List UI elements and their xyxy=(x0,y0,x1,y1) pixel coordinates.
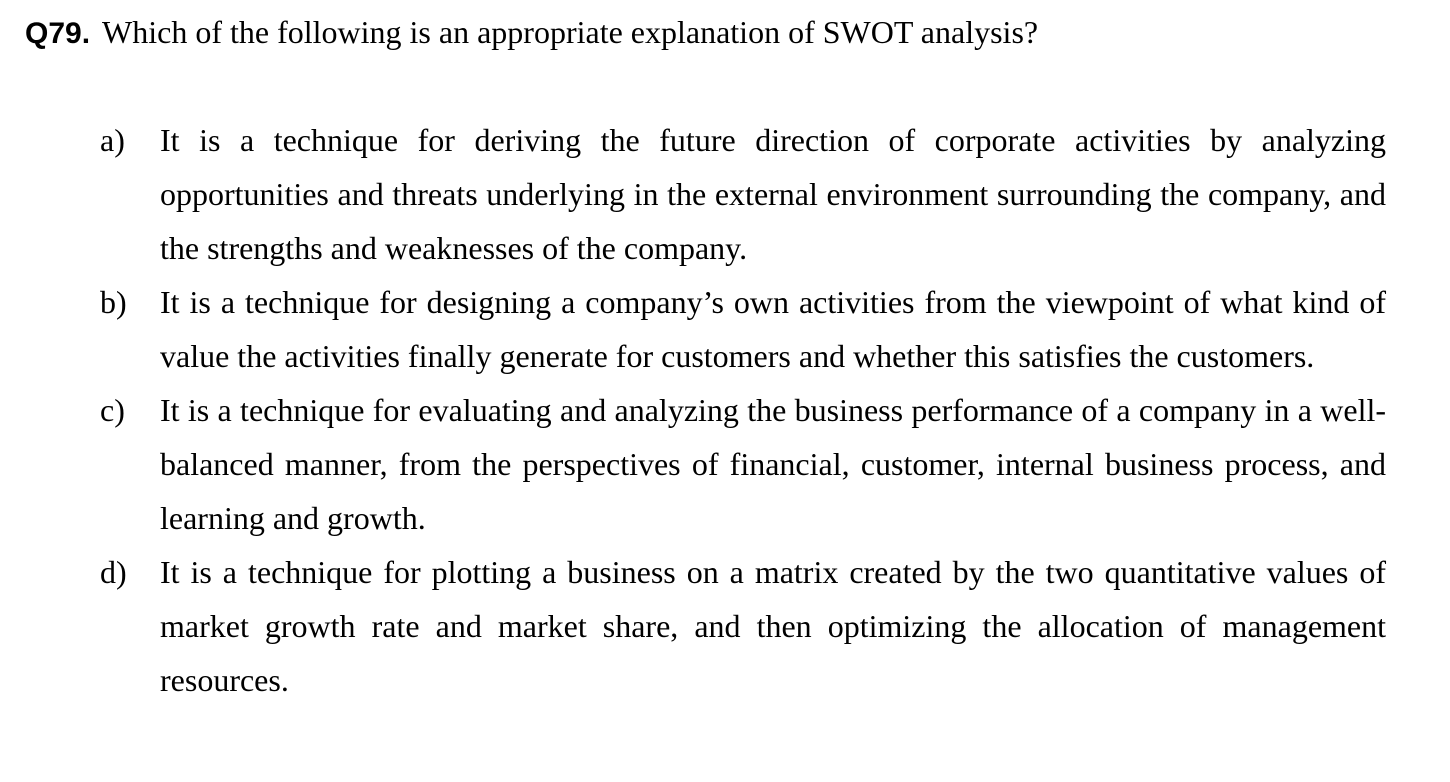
option-text: It is a technique for designing a compan… xyxy=(160,284,1386,374)
question-number: Q79. xyxy=(25,17,91,50)
answer-option-a: a) It is a technique for deriving the fu… xyxy=(100,113,1386,275)
option-text: It is a technique for deriving the futur… xyxy=(160,122,1386,266)
answer-option-b: b) It is a technique for designing a com… xyxy=(100,275,1386,383)
option-letter: b) xyxy=(100,284,127,320)
answer-option-d: d) It is a technique for plotting a busi… xyxy=(100,545,1386,707)
option-text: It is a technique for evaluating and ana… xyxy=(160,392,1386,536)
answer-options-list: a) It is a technique for deriving the fu… xyxy=(100,113,1386,707)
question-header: Q79. Which of the following is an appropr… xyxy=(25,8,1425,63)
option-letter: c) xyxy=(100,392,125,428)
option-letter: d) xyxy=(100,554,127,590)
answer-option-c: c) It is a technique for evaluating and … xyxy=(100,383,1386,545)
option-text: It is a technique for plotting a busines… xyxy=(160,554,1386,698)
question-text: Which of the following is an appropriate… xyxy=(102,14,1039,50)
option-letter: a) xyxy=(100,122,125,158)
